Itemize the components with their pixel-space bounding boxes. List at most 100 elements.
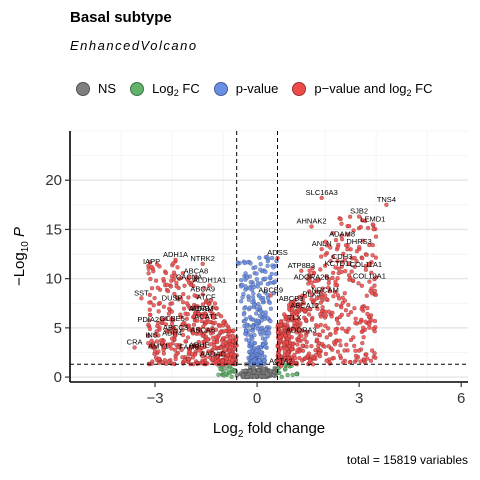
gene-label: PDIA2 xyxy=(137,315,159,324)
point-significant xyxy=(330,231,336,236)
point-significant xyxy=(153,278,159,283)
point-significant xyxy=(225,352,230,358)
point-significant xyxy=(214,306,219,311)
point-significant xyxy=(369,270,374,275)
point-gene xyxy=(299,268,304,273)
point-significant xyxy=(205,337,210,342)
point-gene xyxy=(339,259,345,265)
point-gene xyxy=(132,345,137,350)
gene-label: GCBE5 xyxy=(159,314,184,323)
point-significant xyxy=(304,339,309,345)
point-significant xyxy=(324,243,330,248)
point-significant xyxy=(318,311,323,317)
point-ns xyxy=(265,372,270,377)
point-significant xyxy=(314,338,320,344)
point-significant xyxy=(369,260,374,265)
legend-item-both: p−value and log2 FC xyxy=(292,80,433,99)
point-significant xyxy=(192,352,198,357)
point-significant xyxy=(226,359,232,365)
point-significant xyxy=(368,358,374,363)
point-significant xyxy=(300,328,305,333)
point-pvalue xyxy=(265,259,270,264)
point-gene xyxy=(336,266,341,271)
point-significant xyxy=(155,323,160,329)
gene-label: ADAM8 xyxy=(329,229,355,238)
point-pvalue xyxy=(261,331,267,336)
point-significant xyxy=(298,321,303,326)
point-significant xyxy=(311,300,316,305)
point-significant xyxy=(214,354,219,359)
gene-label: DUSP xyxy=(162,293,183,302)
point-pvalue xyxy=(257,255,262,260)
point-pvalue xyxy=(263,337,268,342)
point-significant xyxy=(156,356,162,361)
point-significant xyxy=(148,312,153,318)
point-gene xyxy=(356,244,362,250)
point-log2fc xyxy=(223,371,228,376)
point-pvalue xyxy=(250,282,255,287)
gene-label: INS xyxy=(145,331,158,340)
point-pvalue xyxy=(268,306,274,311)
point-significant xyxy=(309,317,315,322)
point-significant xyxy=(320,341,325,347)
point-significant xyxy=(218,345,223,350)
legend-item-pvalue: p-value xyxy=(213,80,278,99)
point-significant xyxy=(175,265,180,270)
point-significant xyxy=(194,361,200,366)
point-significant xyxy=(335,276,340,281)
point-significant xyxy=(324,358,329,363)
point-significant xyxy=(166,311,172,316)
point-significant xyxy=(316,343,321,349)
point-significant xyxy=(184,301,190,306)
point-significant xyxy=(311,355,317,360)
point-significant xyxy=(185,311,190,317)
point-significant xyxy=(323,323,328,328)
point-significant xyxy=(329,314,334,319)
y-tick-label: 15 xyxy=(45,221,62,238)
point-gene xyxy=(322,293,328,298)
point-significant xyxy=(307,268,312,273)
point-significant xyxy=(148,276,153,282)
point-log2fc xyxy=(229,374,234,380)
point-gene xyxy=(384,202,389,207)
gene-label: COL10A1 xyxy=(353,272,386,281)
gene-label: PLX3 xyxy=(302,289,320,298)
point-significant xyxy=(203,314,208,319)
point-significant xyxy=(209,298,214,303)
gene-label: NRCAM xyxy=(311,285,339,294)
point-pvalue xyxy=(268,319,273,324)
point-pvalue xyxy=(258,261,263,267)
point-significant xyxy=(186,295,191,300)
point-significant xyxy=(372,283,377,288)
point-significant xyxy=(296,301,301,307)
point-significant xyxy=(163,270,169,276)
point-log2fc xyxy=(294,371,299,377)
point-significant xyxy=(317,351,322,356)
point-pvalue xyxy=(263,310,268,315)
point-pvalue xyxy=(267,300,272,305)
point-pvalue xyxy=(255,326,260,331)
point-significant xyxy=(190,355,196,360)
point-pvalue xyxy=(243,328,249,333)
point-significant xyxy=(180,271,185,276)
point-significant xyxy=(367,321,372,327)
point-significant xyxy=(356,348,362,353)
point-log2fc xyxy=(285,372,290,378)
gene-label: ABCC3 xyxy=(163,323,188,332)
point-significant xyxy=(278,323,283,328)
point-significant xyxy=(230,357,235,363)
point-pvalue xyxy=(273,279,278,284)
point-log2fc xyxy=(227,370,233,376)
point-significant xyxy=(200,353,205,359)
point-significant xyxy=(147,307,152,312)
point-significant xyxy=(327,289,332,294)
point-significant xyxy=(226,332,231,337)
point-significant xyxy=(155,285,160,290)
point-significant xyxy=(300,343,305,348)
point-significant xyxy=(165,288,171,294)
point-significant xyxy=(326,277,332,282)
point-gene xyxy=(356,214,362,219)
gene-label: COL11A1 xyxy=(350,260,382,269)
point-significant xyxy=(352,343,357,349)
point-pvalue xyxy=(247,305,253,310)
